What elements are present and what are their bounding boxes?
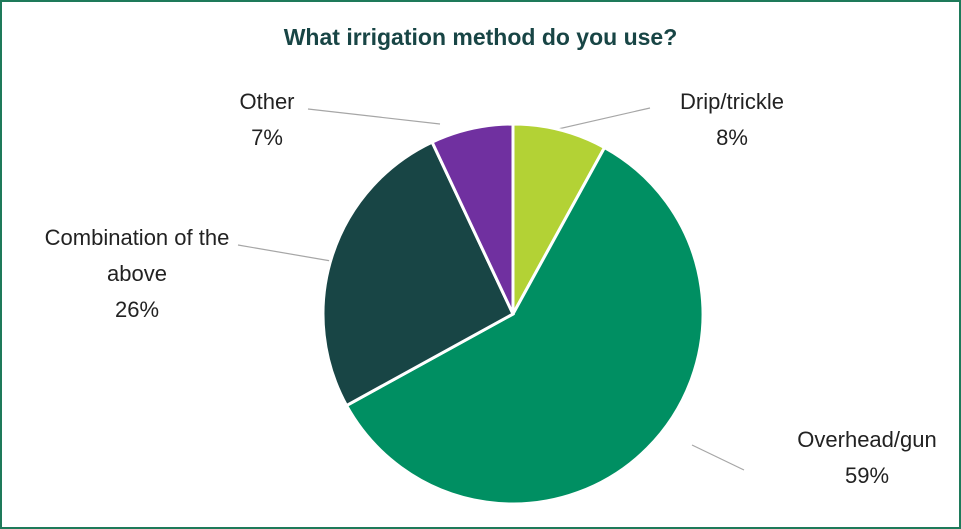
value-label: 59%	[844, 463, 890, 488]
pie-slice	[430, 122, 515, 315]
category-label: Combination of the above	[44, 225, 230, 286]
category-label: Overhead/gun	[797, 427, 937, 452]
pie-slice	[321, 140, 515, 408]
data-label: Other 7%	[202, 84, 332, 156]
value-label: 8%	[716, 125, 748, 150]
leader-line	[307, 108, 441, 125]
leader-line	[691, 444, 745, 471]
leader-line	[557, 107, 651, 130]
value-label: 7%	[251, 125, 283, 150]
category-label: Drip/trickle	[680, 89, 784, 114]
category-label: Other	[239, 89, 295, 114]
pie-slice	[344, 145, 705, 506]
data-label: Overhead/gun 59%	[762, 422, 959, 494]
value-label: 26%	[114, 297, 160, 322]
pie-slice	[511, 122, 607, 315]
data-label: Combination of the above 26%	[22, 220, 252, 328]
chart-title: What irrigation method do you use?	[283, 24, 678, 50]
data-label: Drip/trickle 8%	[652, 84, 812, 156]
leader-line	[237, 244, 332, 262]
